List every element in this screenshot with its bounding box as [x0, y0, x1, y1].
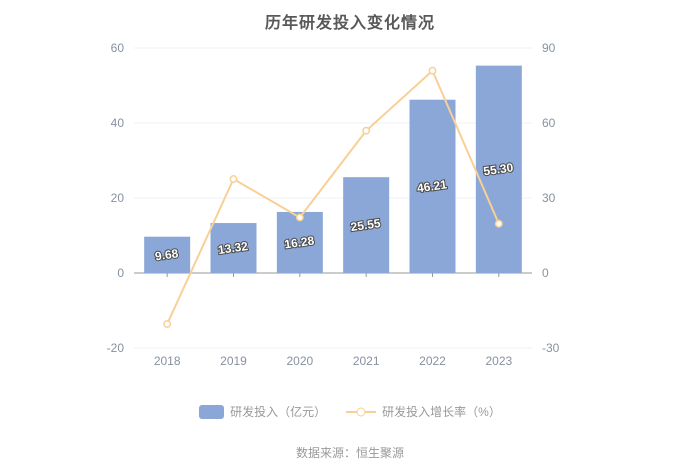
left-axis-tick-label: 20	[111, 191, 125, 205]
line-marker	[295, 213, 304, 222]
bar-value-label: 9.68	[154, 246, 179, 263]
left-axis-tick-label: 40	[111, 116, 125, 130]
left-axis-tick-label: 0	[117, 266, 124, 280]
bar-2021	[343, 177, 390, 273]
bar-value-label: 25.55	[350, 216, 382, 234]
right-axis-tick-label: 30	[542, 191, 556, 205]
line-marker	[494, 219, 503, 228]
line-marker	[362, 126, 371, 135]
x-axis-label: 2023	[485, 354, 512, 368]
legend-item-growth-rate[interactable]: 研发投入增长率（%）	[346, 403, 501, 420]
data-source-text: 数据来源：恒生聚源	[295, 446, 404, 460]
x-axis-label: 2019	[220, 354, 247, 368]
growth-rate-line	[166, 69, 500, 325]
line-legend-marker-icon	[346, 407, 377, 416]
bar-2020	[276, 211, 323, 273]
right-axis-tick-label: 60	[542, 116, 556, 130]
x-axis-label: 2021	[353, 354, 380, 368]
bar-value-label: 46.21	[416, 177, 448, 195]
left-axis-tick-label: -20	[107, 341, 125, 355]
legend-item-rd-investment[interactable]: 研发投入（亿元）	[199, 403, 326, 420]
bar-2022	[409, 99, 456, 274]
chart-title: 历年研发投入变化情况	[264, 15, 435, 32]
legend-label: 研发投入增长率（%）	[382, 405, 501, 419]
right-axis-tick-label: -30	[542, 341, 560, 355]
line-marker	[229, 175, 238, 183]
bar-value-label: 13.32	[217, 239, 249, 257]
bar-legend-swatch-icon	[199, 404, 225, 419]
bar-2019	[210, 223, 257, 273]
x-axis-label: 2022	[419, 354, 446, 368]
right-axis-tick-label: 0	[542, 266, 549, 280]
legend: 研发投入（亿元） 研发投入增长率（%）	[0, 403, 700, 420]
legend-label: 研发投入（亿元）	[230, 405, 327, 419]
chart-plot-area: 60 90 40 60 20 30 0 0 -20 -30 2018 2019 2020 2021 2022…	[107, 41, 560, 368]
line-marker	[163, 320, 172, 328]
bar-value-label: 55.30	[482, 160, 514, 178]
x-axis-label: 2018	[154, 354, 181, 368]
bar-2018	[144, 236, 191, 273]
right-axis-tick-label: 90	[542, 41, 556, 55]
bar-value-label: 16.28	[283, 233, 315, 251]
line-marker	[428, 66, 437, 75]
x-axis-label: 2020	[286, 354, 313, 368]
line-legend-circle-icon	[356, 407, 366, 416]
left-axis-tick-label: 60	[111, 41, 125, 55]
bar-2023	[475, 65, 522, 273]
